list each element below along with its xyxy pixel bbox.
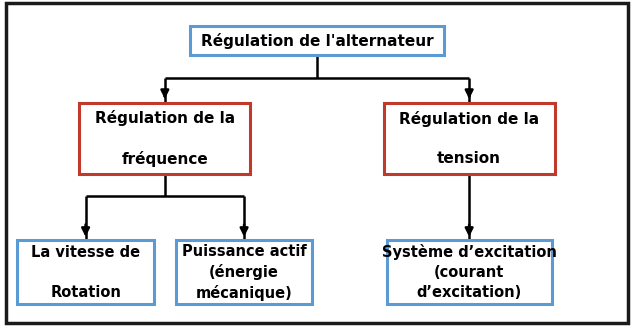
FancyBboxPatch shape [18,241,153,304]
Text: Puissance actif
(énergie
mécanique): Puissance actif (énergie mécanique) [182,244,306,301]
FancyBboxPatch shape [176,241,312,304]
FancyBboxPatch shape [79,103,250,174]
Text: Régulation de l'alternateur: Régulation de l'alternateur [201,33,433,49]
Text: La vitesse de

Rotation: La vitesse de Rotation [31,245,140,300]
FancyBboxPatch shape [190,26,444,55]
Text: Système d’excitation
(courant
d’excitation): Système d’excitation (courant d’excitati… [382,244,557,300]
FancyBboxPatch shape [387,241,552,304]
Text: Régulation de la

fréquence: Régulation de la fréquence [94,110,235,167]
FancyBboxPatch shape [384,103,555,174]
Text: Régulation de la

tension: Régulation de la tension [399,111,540,166]
